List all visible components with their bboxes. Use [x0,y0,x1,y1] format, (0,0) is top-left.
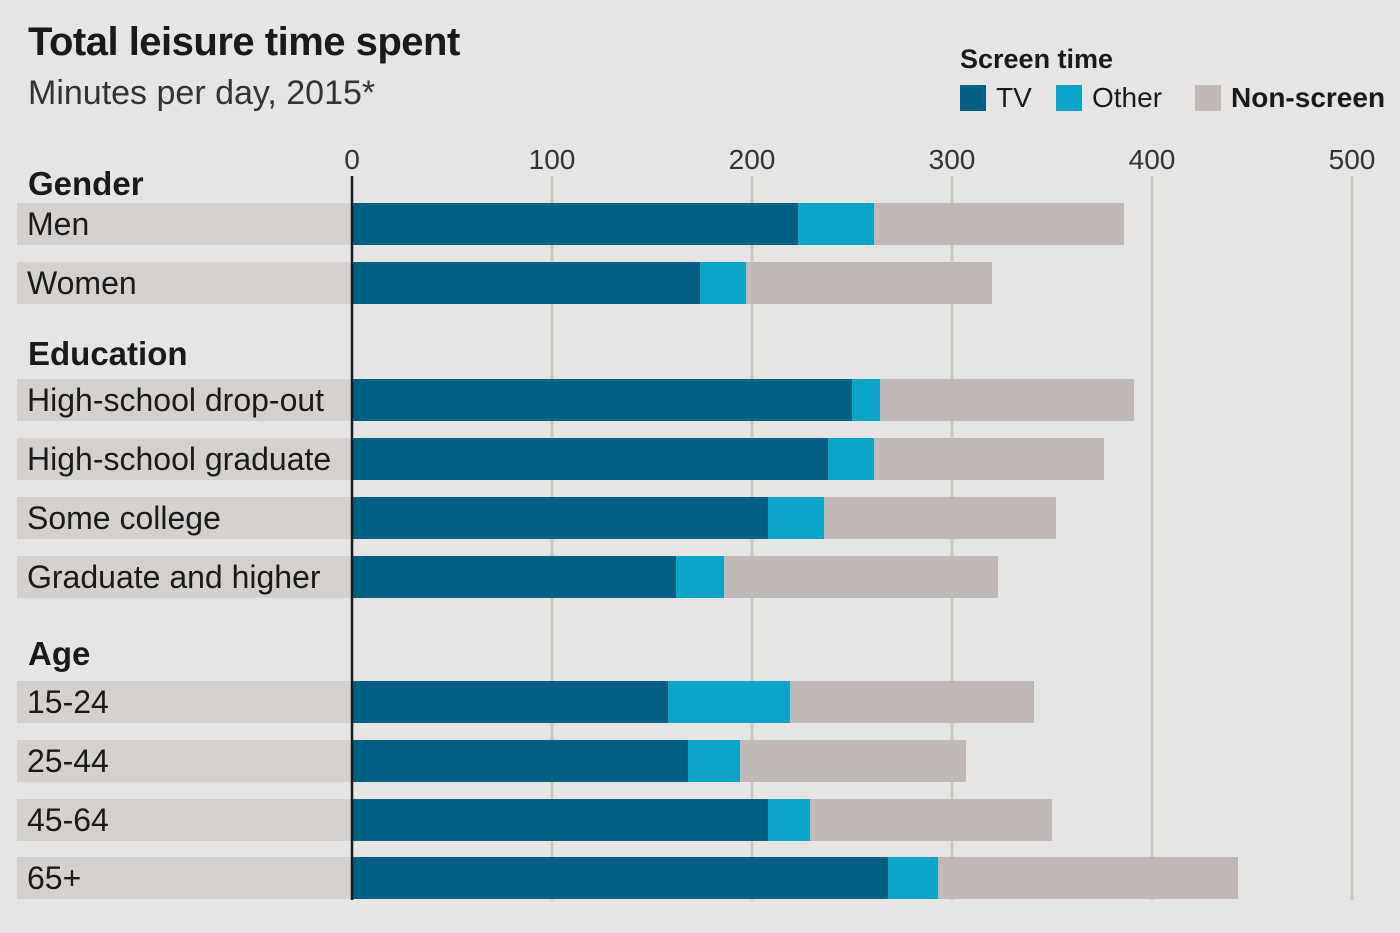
bar-segment-tv [352,262,700,304]
category-label: 25-44 [27,743,109,779]
category-label: 65+ [27,860,81,896]
bar-segment-tv [352,681,668,723]
bar-segment-non-screen [874,438,1104,480]
category-label: High-school drop-out [27,382,324,418]
category-label-band [17,681,352,723]
category-label: Graduate and higher [27,559,321,595]
bar-segment-non-screen [746,262,992,304]
bar-segment-other [798,203,874,245]
legend-swatch-non-screen [1195,85,1221,111]
bar-segment-non-screen [810,799,1052,841]
bar-segment-non-screen [938,857,1238,899]
category-label-band [17,379,352,421]
x-tick-label-200: 200 [729,144,776,175]
bar-segment-other [688,740,740,782]
bar-segment-non-screen [790,681,1034,723]
category-label-band [17,857,352,899]
bar-segment-tv [352,438,828,480]
bar-segment-other [700,262,746,304]
bar-segment-other [668,681,790,723]
x-tick-label-300: 300 [929,144,976,175]
legend-swatch-tv [960,85,986,111]
bar-segment-tv [352,556,676,598]
legend-label-non-screen: Non-screen [1231,82,1386,113]
legend-label-other: Other [1092,82,1163,113]
bar-segment-other [676,556,724,598]
bar-segment-tv [352,799,768,841]
category-label-band [17,497,352,539]
bar-segment-other [768,799,810,841]
category-label-band [17,799,352,841]
bar-segment-non-screen [880,379,1134,421]
group-header-age: Age [28,635,90,672]
x-tick-label-500: 500 [1329,144,1376,175]
bar-segment-other [888,857,938,899]
x-tick-label-0: 0 [344,144,360,175]
category-label-band [17,203,352,245]
bar-segment-tv [352,497,768,539]
category-label-band [17,262,352,304]
legend-item-non-screen: Non-screen [1195,82,1385,114]
bar-segment-other [768,497,824,539]
bar-segment-non-screen [740,740,966,782]
category-label-band [17,556,352,598]
chart-subtitle: Minutes per day, 2015* [28,74,376,112]
bar-segment-non-screen [874,203,1124,245]
legend-swatch-other [1056,85,1082,111]
category-label: High-school graduate [27,441,331,477]
x-tick-label-400: 400 [1129,144,1176,175]
legend-title: Screen time [960,44,1114,74]
category-label: 45-64 [27,802,109,838]
category-label: Some college [27,500,221,536]
bar-segment-non-screen [824,497,1056,539]
bar-segment-non-screen [724,556,998,598]
bar-segment-other [852,379,880,421]
group-header-education: Education [28,335,188,372]
category-label: 15-24 [27,684,109,720]
bar-segment-tv [352,203,798,245]
category-label: Men [27,206,89,242]
bar-segment-tv [352,740,688,782]
legend-item-tv: TV [960,82,1032,114]
x-tick-label-100: 100 [529,144,576,175]
group-header-gender: Gender [28,165,144,202]
category-label-band [17,740,352,782]
category-label: Women [27,265,137,301]
chart-title: Total leisure time spent [28,20,460,64]
legend-label-tv: TV [996,82,1032,113]
category-label-band [17,438,352,480]
bar-segment-other [828,438,874,480]
legend-item-other: Other [1056,82,1162,114]
bar-segment-tv [352,857,888,899]
bar-segment-tv [352,379,852,421]
